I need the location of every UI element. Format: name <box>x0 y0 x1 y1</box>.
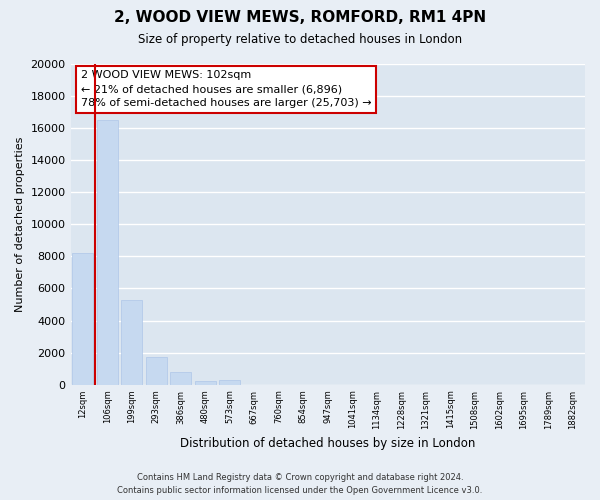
Bar <box>73 253 93 384</box>
Text: 2 WOOD VIEW MEWS: 102sqm
← 21% of detached houses are smaller (6,896)
78% of sem: 2 WOOD VIEW MEWS: 102sqm ← 21% of detach… <box>81 70 371 108</box>
Bar <box>146 356 167 384</box>
Bar <box>121 300 142 384</box>
Text: Size of property relative to detached houses in London: Size of property relative to detached ho… <box>138 32 462 46</box>
Y-axis label: Number of detached properties: Number of detached properties <box>15 136 25 312</box>
Text: 2, WOOD VIEW MEWS, ROMFORD, RM1 4PN: 2, WOOD VIEW MEWS, ROMFORD, RM1 4PN <box>114 10 486 25</box>
Text: Contains HM Land Registry data © Crown copyright and database right 2024.
Contai: Contains HM Land Registry data © Crown c… <box>118 473 482 495</box>
Bar <box>97 120 118 384</box>
X-axis label: Distribution of detached houses by size in London: Distribution of detached houses by size … <box>180 437 475 450</box>
Bar <box>220 380 240 384</box>
Bar <box>170 372 191 384</box>
Bar <box>195 380 215 384</box>
